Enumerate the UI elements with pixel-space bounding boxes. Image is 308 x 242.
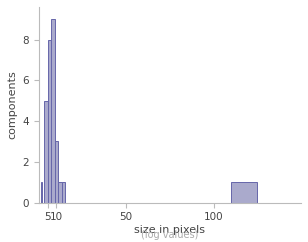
Y-axis label: components: components: [7, 70, 17, 139]
Bar: [62, 182, 65, 203]
X-axis label: size in pixels: size in pixels: [135, 225, 205, 235]
Bar: [55, 141, 58, 203]
Bar: [51, 19, 55, 203]
Bar: [44, 101, 48, 203]
Bar: [58, 182, 62, 203]
Bar: [41, 182, 42, 203]
Text: (log values): (log values): [141, 230, 198, 240]
Bar: [48, 39, 51, 203]
Bar: [231, 182, 257, 203]
